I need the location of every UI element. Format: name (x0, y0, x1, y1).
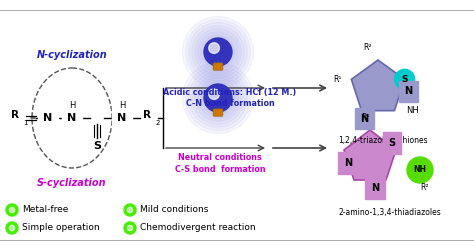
Circle shape (195, 75, 241, 121)
Circle shape (189, 69, 247, 127)
Text: C-S bond  formation: C-S bond formation (175, 164, 265, 174)
Text: N: N (67, 113, 77, 123)
Circle shape (189, 23, 247, 81)
Circle shape (407, 157, 433, 183)
Circle shape (182, 62, 254, 134)
Circle shape (124, 222, 136, 234)
Circle shape (124, 204, 136, 216)
Polygon shape (351, 60, 405, 111)
Text: 1,2,4-triazole-3-thiones: 1,2,4-triazole-3-thiones (338, 135, 428, 145)
Text: R: R (143, 110, 151, 120)
Circle shape (198, 32, 238, 72)
Circle shape (395, 69, 415, 89)
Circle shape (185, 65, 250, 130)
FancyBboxPatch shape (213, 63, 223, 70)
Text: Neutral conditions: Neutral conditions (178, 154, 262, 162)
Circle shape (191, 72, 244, 124)
Text: N: N (118, 113, 127, 123)
Circle shape (191, 26, 244, 78)
Circle shape (128, 225, 133, 231)
Text: Simple operation: Simple operation (22, 223, 100, 233)
Circle shape (209, 89, 219, 99)
Circle shape (195, 29, 241, 75)
Text: R²: R² (364, 43, 372, 53)
Text: 2-amino-1,3,4-thiadiazoles: 2-amino-1,3,4-thiadiazoles (338, 209, 441, 217)
Text: H: H (69, 100, 75, 110)
Circle shape (9, 225, 15, 231)
Text: R¹: R¹ (361, 114, 369, 123)
Text: S: S (401, 75, 408, 84)
Text: N-cyclization: N-cyclization (36, 50, 108, 60)
Text: NH: NH (413, 165, 427, 175)
Circle shape (182, 16, 254, 88)
Text: N: N (44, 113, 53, 123)
Circle shape (204, 84, 232, 112)
Text: N: N (361, 114, 369, 124)
Text: N: N (405, 86, 413, 96)
Text: Acidic conditions: HCl (12 M.): Acidic conditions: HCl (12 M.) (164, 88, 297, 96)
Text: C-N bond formation: C-N bond formation (186, 98, 274, 107)
Text: R: R (11, 110, 19, 120)
Text: N: N (371, 183, 379, 193)
FancyBboxPatch shape (213, 109, 223, 116)
Text: 2: 2 (156, 120, 160, 126)
Text: H: H (119, 100, 125, 110)
Circle shape (6, 222, 18, 234)
Text: R¹: R¹ (333, 75, 342, 84)
Text: N: N (344, 158, 352, 168)
Text: Metal-free: Metal-free (22, 206, 68, 215)
Circle shape (201, 35, 235, 69)
Circle shape (198, 78, 238, 118)
Text: S-cyclization: S-cyclization (37, 178, 107, 188)
Circle shape (201, 81, 235, 115)
Circle shape (6, 204, 18, 216)
Circle shape (9, 207, 15, 213)
Circle shape (185, 20, 250, 85)
Text: S: S (388, 138, 396, 148)
Text: Mild conditions: Mild conditions (140, 206, 209, 215)
Text: 1: 1 (23, 120, 27, 126)
Circle shape (204, 38, 232, 66)
Text: R²: R² (421, 184, 429, 192)
Text: Chemodivergent reaction: Chemodivergent reaction (140, 223, 255, 233)
Circle shape (128, 207, 133, 213)
Text: NH: NH (407, 106, 419, 115)
Polygon shape (344, 130, 396, 180)
Circle shape (209, 43, 219, 53)
Text: S: S (93, 141, 101, 151)
